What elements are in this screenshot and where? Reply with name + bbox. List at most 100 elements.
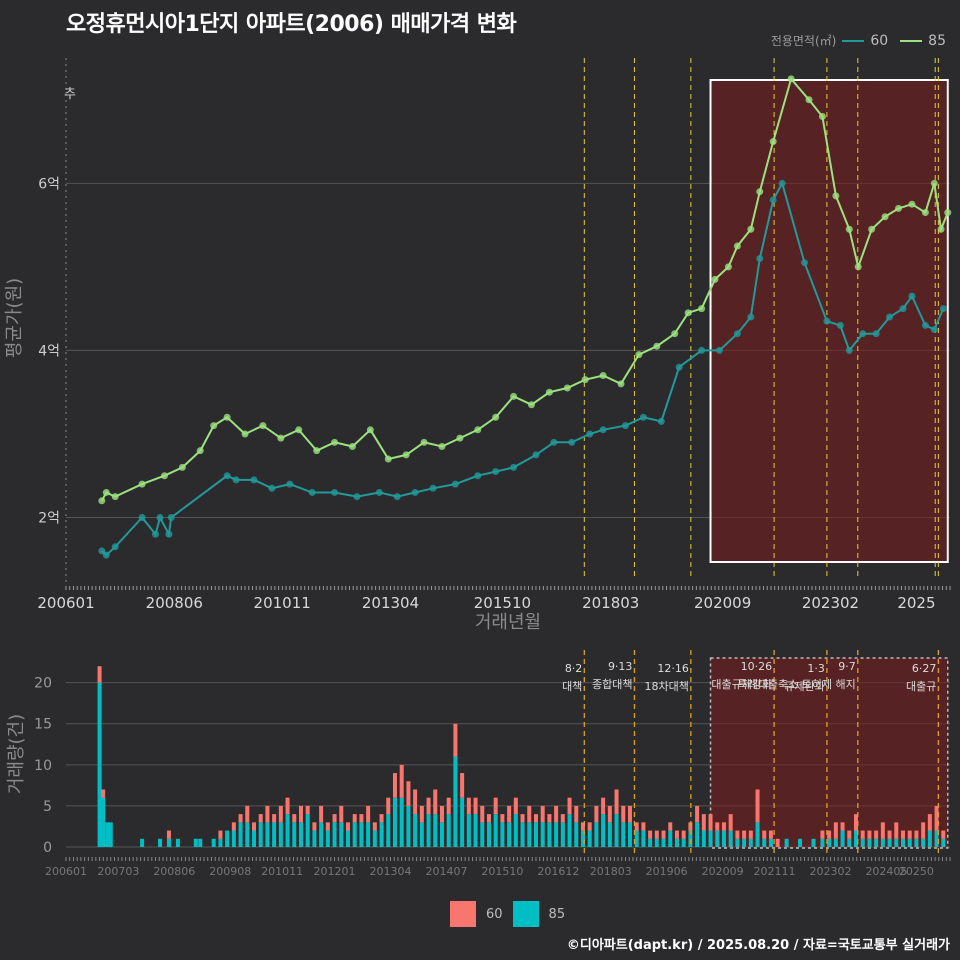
x-tick-label: 201803: [582, 594, 639, 612]
bar-60: [921, 822, 926, 839]
event-name: 대출규: [906, 680, 936, 693]
bar-85: [258, 822, 263, 847]
bar-85: [641, 830, 646, 847]
y-tick-label: 4억: [38, 343, 60, 359]
data-point-60: [393, 493, 401, 501]
data-point-85: [277, 434, 285, 442]
bar-85: [473, 814, 478, 847]
event-date: 9·7: [838, 660, 856, 673]
data-point-60: [286, 480, 294, 488]
data-point-85: [259, 422, 267, 430]
bar-60: [674, 830, 679, 839]
price-legend: 전용면적(㎡) 60 85: [771, 32, 952, 49]
data-point-60: [111, 543, 119, 551]
bar-60: [419, 805, 424, 823]
bar-85: [305, 814, 310, 847]
data-point-60: [250, 476, 258, 484]
data-point-85: [921, 209, 929, 217]
bar-60: [352, 814, 357, 823]
bar-60: [298, 805, 303, 823]
bar-60: [641, 822, 646, 831]
data-point-60: [429, 484, 437, 492]
bar-60: [97, 666, 102, 683]
data-point-85: [653, 342, 661, 350]
vol-x-tick-label: 202405: [865, 865, 907, 878]
data-point-60: [675, 363, 683, 371]
bar-85: [278, 822, 283, 847]
data-point-60: [102, 551, 110, 559]
bar-60: [265, 805, 270, 823]
bar-85: [513, 814, 518, 847]
event-name: 규제완화: [784, 680, 824, 693]
data-point-85: [366, 426, 374, 434]
bar-85: [527, 822, 532, 847]
bar-85: [847, 838, 852, 847]
bar-60: [480, 805, 485, 823]
bar-60: [574, 805, 579, 823]
data-point-85: [711, 275, 719, 283]
data-point-85: [769, 138, 777, 146]
data-point-60: [921, 321, 929, 329]
data-point-85: [474, 426, 482, 434]
bar-85: [921, 838, 926, 847]
event-name: 특례대출축소 토허제 해지: [737, 677, 855, 691]
bar-85: [594, 822, 599, 847]
bar-60: [312, 822, 317, 831]
bar-85: [193, 838, 198, 847]
bar-60: [386, 797, 391, 815]
bar-85: [366, 822, 371, 847]
data-point-85: [832, 192, 840, 200]
bar-60: [775, 838, 780, 847]
bar-85: [874, 838, 879, 847]
bar-60: [654, 830, 659, 839]
bar-85: [292, 822, 297, 847]
bar-85: [285, 814, 290, 847]
price-chart: 2억 4억 6억 200601 200806 201011 201304 201510 2018…: [4, 58, 952, 633]
vol-x-tick-label: 201612: [537, 865, 579, 878]
data-point-85: [111, 493, 119, 501]
x-tick-label: 202009: [694, 594, 751, 612]
x-axis-label: 거래년월: [475, 612, 541, 633]
data-point-85: [178, 463, 186, 471]
data-point-85: [635, 351, 643, 359]
bar-85: [688, 830, 693, 847]
data-point-85: [881, 213, 889, 221]
bar-85: [325, 830, 330, 847]
bar-60: [721, 822, 726, 831]
bar-85: [901, 838, 906, 847]
bar-85: [319, 822, 324, 847]
bar-60: [500, 814, 505, 823]
bar-60: [735, 830, 740, 839]
bar-60: [379, 814, 384, 823]
bar-85: [648, 838, 653, 847]
vol-x-tick-label: 202009: [702, 865, 744, 878]
bar-85: [198, 838, 203, 847]
data-point-60: [908, 292, 916, 300]
bar-60: [867, 830, 872, 839]
vol-y-axis-label: 거래량(건): [6, 714, 27, 794]
bar-60: [941, 830, 946, 839]
bar-85: [580, 830, 585, 847]
bar-85: [359, 822, 364, 847]
event-name: 대책: [562, 680, 582, 693]
bar-60: [513, 797, 518, 815]
bar-85: [880, 838, 885, 847]
data-point-85: [599, 371, 607, 379]
data-point-85: [223, 413, 231, 421]
data-point-85: [698, 305, 706, 313]
bar-60: [345, 822, 350, 831]
y-tick-label: 2억: [38, 511, 60, 527]
bar-85: [721, 830, 726, 847]
data-point-60: [98, 547, 106, 555]
data-point-85: [581, 376, 589, 384]
vol-highlight-box: [709, 657, 949, 849]
bar-85: [621, 822, 626, 847]
bar-85: [654, 838, 659, 847]
event-name: 대출규제강화: [711, 678, 772, 691]
data-point-85: [684, 309, 692, 317]
bar-85: [701, 830, 706, 847]
bar-60: [701, 814, 706, 831]
bar-60: [827, 830, 832, 839]
bar-85: [860, 838, 865, 847]
vol-x-tick-label: 201803: [590, 865, 632, 878]
